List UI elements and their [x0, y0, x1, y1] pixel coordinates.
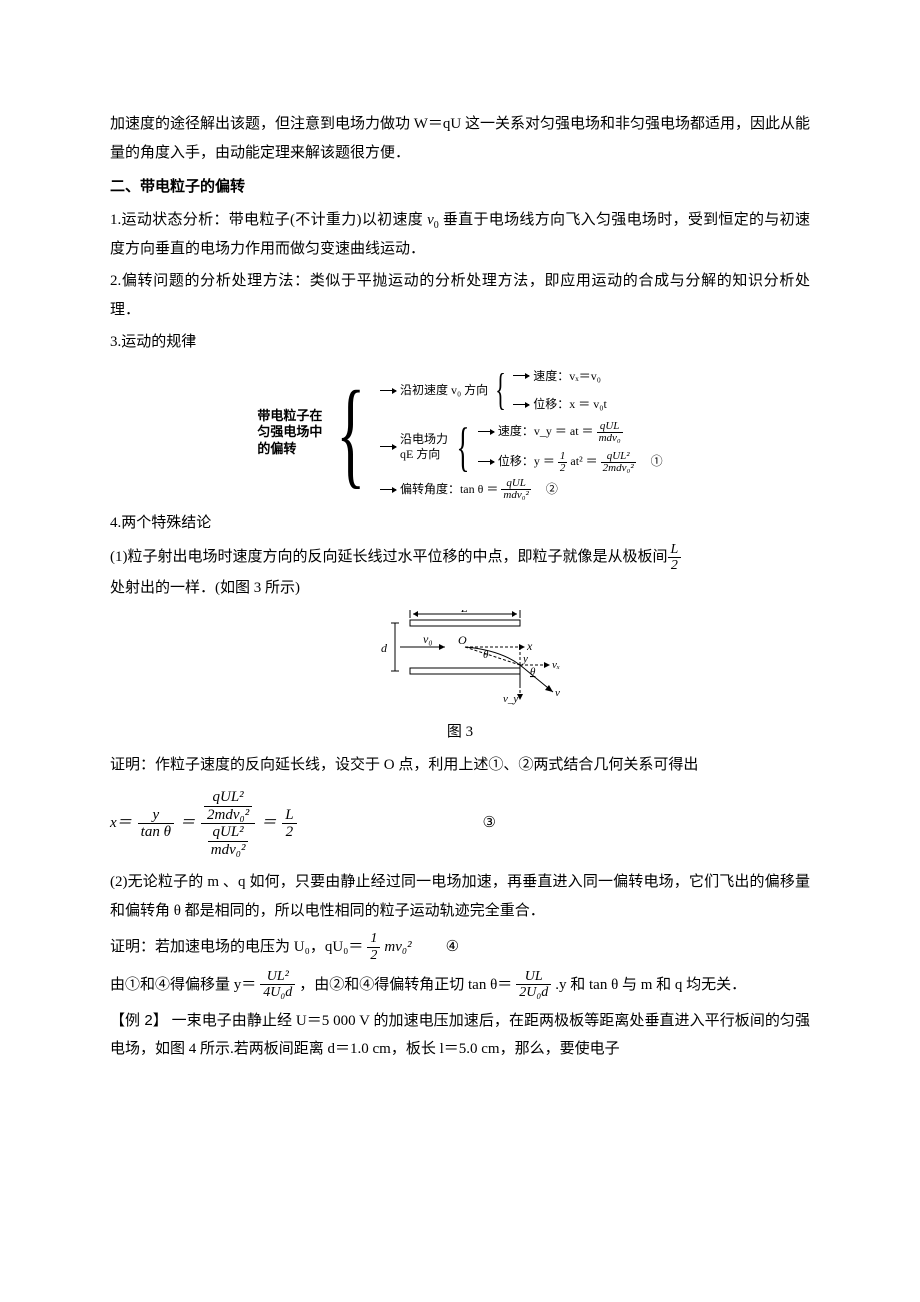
arrow-icon	[380, 390, 396, 391]
eq-tag: ③	[483, 809, 496, 838]
tree-branch: 沿电场力 qE 方向 { 速度：v_y ＝ at ＝ qULmdv₀	[380, 420, 663, 474]
branch-label: 沿初速度 v₀ 方向	[400, 383, 488, 397]
label-L: L	[460, 610, 468, 615]
fraction: UL²4U₀d	[260, 969, 295, 1001]
arrow-icon	[478, 431, 494, 432]
tree-branch: 沿初速度 v₀ 方向 { 速度：vₓ＝v₀ 位移：x ＝ v₀t	[380, 365, 663, 417]
label-y: y	[522, 653, 528, 665]
fraction: L2	[282, 807, 296, 841]
label-x: x	[526, 639, 533, 653]
fraction: qUL²2mdv₀² qUL²mdv₀²	[201, 789, 255, 858]
brace-icon: {	[456, 431, 469, 463]
branch-label: 沿电场力 qE 方向	[400, 432, 448, 461]
label-v: v	[555, 687, 560, 699]
fraction: 12	[367, 931, 380, 963]
eq-text: ＝	[261, 809, 276, 838]
label-vy: v_y	[503, 693, 518, 705]
eq-text: mv₀²	[384, 933, 411, 962]
example-2: 【例 2】 一束电子由静止经 U＝5 000 V 的加速电压加速后，在距两极板等…	[110, 1007, 810, 1064]
eq-text: x＝	[110, 809, 132, 838]
label-theta: θ	[530, 666, 536, 678]
text: 证明：作粒子速度的反向延长线，设交于 O 点，利用上述①、②两式结合几何关系可得…	[110, 757, 698, 773]
arrow-icon	[380, 489, 396, 490]
leaf-formula: 偏转角度：tan θ ＝ qULmdv₀² ②	[400, 478, 558, 502]
text: .y 和 tan θ 与 m 和 q 均无关．	[555, 971, 746, 1000]
equation-4: 证明：若加速电场的电压为 U₀，qU₀＝ 12 mv₀² ④	[110, 931, 810, 963]
rules-tree-diagram: 带电粒子在 匀强电场中 的偏转 { 沿初速度 v₀ 方向 { 速度：vₓ＝v₀ …	[110, 365, 810, 502]
text: 一束电子由静止经 U＝5 000 V 的加速电压加速后，在距两极板等距离处垂直进…	[110, 1013, 810, 1058]
label-theta: θ	[483, 649, 489, 661]
text: 1.运动状态分析：带电粒子(不计重力)以初速度	[110, 212, 427, 228]
fraction: L2	[668, 542, 682, 574]
equation-3: x＝ ytan θ ＝ qUL²2mdv₀² qUL²mdv₀² ＝ L2 ③	[110, 789, 810, 858]
fraction: ytan θ	[138, 807, 174, 841]
paragraph: 2.偏转问题的分析处理方法：类似于平抛运动的分析处理方法，即应用运动的合成与分解…	[110, 267, 810, 324]
eq-text: ＝	[180, 809, 195, 838]
figure-caption: 图 3	[110, 718, 810, 747]
arrow-icon	[513, 375, 529, 376]
symbol: v	[427, 212, 434, 228]
arrow-icon	[513, 404, 529, 405]
text: (1)粒子射出电场时速度方向的反向延长线过水平位移的中点，即粒子就像是从极板间	[110, 543, 668, 572]
arrow-icon	[380, 446, 396, 447]
leaf-formula: 速度：vₓ＝v₀	[533, 365, 601, 388]
section-heading: 二、带电粒子的偏转	[110, 173, 810, 202]
tree-root-label: 带电粒子在 匀强电场中 的偏转	[257, 408, 322, 459]
text: 处射出的一样．(如图 3 所示)	[110, 574, 300, 603]
fraction: UL2U₀d	[516, 969, 551, 1001]
paragraph: 加速度的途径解出该题，但注意到电场力做功 W＝qU 这一关系对匀强电场和非匀强电…	[110, 110, 810, 167]
equation-result: 由①和④得偏移量 y＝ UL²4U₀d ，由②和④得偏转角正切 tan θ＝ U…	[110, 969, 810, 1001]
eq-tag: ④	[446, 933, 459, 962]
leaf-formula: 位移：y ＝ 12 at² ＝ qUL²2mdv₀² ①	[498, 450, 663, 474]
text: 由①和④得偏移量 y＝	[110, 971, 256, 1000]
paragraph: (2)无论粒子的 m 、q 如何，只要由静止经过同一电场加速，再垂直进入同一偏转…	[110, 868, 810, 925]
tree-branch: 偏转角度：tan θ ＝ qULmdv₀² ②	[380, 478, 663, 502]
page-content: 加速度的途径解出该题，但注意到电场力做功 W＝qU 这一关系对匀强电场和非匀强电…	[110, 0, 810, 1108]
label-v0: v₀	[423, 632, 433, 646]
leaf-formula: 速度：v_y ＝ at ＝ qULmdv₀	[498, 420, 623, 444]
leaf-formula: 位移：x ＝ v₀t	[533, 393, 607, 416]
label-vx: vₓ	[552, 659, 560, 671]
label-d: d	[381, 641, 388, 655]
example-label: 【例 2】	[110, 1012, 168, 1029]
brace-icon: {	[495, 377, 506, 403]
paragraph: 3.运动的规律	[110, 328, 810, 357]
arrow-icon	[478, 461, 494, 462]
paragraph: 4.两个特殊结论	[110, 509, 810, 538]
brace-icon: {	[337, 397, 366, 469]
text: 证明：若加速电场的电压为 U₀，qU₀＝	[110, 933, 363, 962]
paragraph: (1)粒子射出电场时速度方向的反向延长线过水平位移的中点，即粒子就像是从极板间 …	[110, 542, 810, 602]
paragraph: 1.运动状态分析：带电粒子(不计重力)以初速度 v0 垂直于电场线方向飞入匀强电…	[110, 206, 810, 264]
text: ，由②和④得偏转角正切 tan θ＝	[299, 971, 512, 1000]
label-O: O	[458, 633, 467, 647]
figure-3: d L v₀ O x y vₓ v_	[110, 610, 810, 710]
paragraph: 证明：作粒子速度的反向延长线，设交于 O 点，利用上述①、②两式结合几何关系可得…	[110, 751, 810, 780]
